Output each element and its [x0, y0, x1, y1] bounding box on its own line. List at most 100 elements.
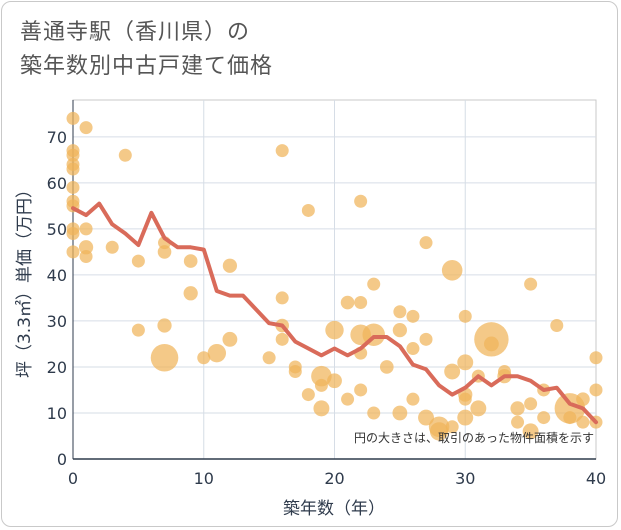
bubble-point: [301, 388, 315, 402]
chart-title-line-2: 築年数別中古戸建て価格: [20, 54, 274, 79]
bubble-point: [367, 277, 381, 291]
bubble-point: [275, 144, 289, 158]
bubble-point: [576, 392, 590, 406]
bubble-point: [418, 409, 434, 426]
bubble-point: [406, 309, 420, 323]
y-tick-label: 60: [47, 174, 67, 193]
x-tick-label: 10: [194, 469, 214, 488]
bubble-point: [325, 320, 344, 340]
bubble-point: [354, 194, 368, 208]
bubble-point: [511, 415, 525, 429]
bubble-point: [131, 254, 145, 268]
bubble-point: [393, 305, 407, 319]
bubble-point: [379, 360, 394, 374]
bubble-point: [457, 354, 474, 371]
bubble-point: [444, 363, 461, 380]
bubble-point: [222, 258, 238, 273]
bubble-point: [483, 336, 499, 352]
bubble-point: [207, 343, 227, 363]
bubble-point: [66, 180, 80, 194]
bubble-point: [392, 405, 408, 421]
bubble-point: [105, 240, 119, 254]
bubble-point: [367, 406, 381, 420]
bubble-point: [445, 420, 459, 434]
bubble-point: [275, 332, 289, 346]
bubble-point: [197, 351, 211, 365]
bubble-point: [66, 162, 80, 176]
bubble-point: [79, 249, 93, 263]
bubble-point: [510, 401, 525, 416]
bubble-point: [118, 148, 132, 162]
bubble-point: [314, 378, 328, 392]
chart-title: 善通寺駅（香川県）の 築年数別中古戸建て価格: [20, 16, 273, 84]
bubble-point: [131, 323, 145, 337]
bubble-point: [576, 415, 590, 429]
bubble-point: [313, 400, 330, 417]
y-tick-label: 50: [47, 220, 67, 239]
x-tick-label: 20: [324, 469, 344, 488]
bubble-point: [563, 411, 577, 425]
x-axis-title: 築年数（年）: [283, 499, 385, 519]
trend-line: [71, 201, 598, 425]
x-tick-label: 0: [68, 469, 78, 488]
bubble-point: [66, 148, 80, 162]
axis-ticks: 0 10 20 30 40 0 10 20 30 40 50 60 70: [47, 128, 607, 488]
bubble-point: [429, 422, 449, 441]
bubble-point: [340, 295, 355, 310]
bubble-point: [419, 332, 433, 346]
bubble-point: [66, 226, 80, 240]
bubble-point: [79, 121, 93, 135]
bubble-point: [66, 245, 80, 259]
bubble-point: [524, 277, 538, 291]
y-tick-label: 20: [47, 358, 67, 377]
bubble-point: [457, 409, 474, 426]
bubble-point: [470, 400, 487, 417]
bubble-point: [589, 351, 603, 365]
bubble-point: [458, 392, 472, 406]
bubble-point: [458, 309, 472, 323]
chart-title-line-1: 善通寺駅（香川県）の: [20, 20, 251, 45]
bubble-point: [350, 324, 371, 346]
bubble-point: [262, 351, 276, 365]
bubble-point: [589, 383, 603, 397]
bubble-point: [275, 291, 289, 305]
bubble-point: [157, 245, 172, 259]
bubble-point: [66, 111, 80, 125]
x-tick-label: 40: [586, 469, 606, 488]
bubble-point: [441, 260, 463, 281]
bubble-point: [183, 286, 198, 301]
bubble-point: [406, 392, 420, 406]
bubble-point: [354, 296, 368, 310]
bubble-point: [419, 236, 433, 250]
trend-series: [71, 201, 598, 425]
bubble-point: [341, 392, 355, 406]
bubble-series: [66, 111, 603, 441]
bubble-point: [183, 254, 198, 268]
y-tick-label: 0: [57, 450, 67, 469]
bubble-point: [406, 342, 420, 356]
y-axis-title: 坪（3.3㎡）単価（万円）: [15, 181, 35, 378]
bubble-point: [150, 343, 179, 372]
bubble-point: [78, 240, 94, 255]
bubble-point: [288, 365, 302, 379]
y-tick-label: 40: [47, 266, 67, 285]
x-tick-label: 30: [455, 469, 475, 488]
bubble-point: [537, 411, 551, 425]
bubble-point: [354, 383, 368, 397]
bubble-point: [79, 222, 93, 236]
size-legend-note: 円の大きさは、取引のあった物件面積を示す: [354, 430, 594, 445]
y-tick-label: 30: [47, 312, 67, 331]
bubble-point: [301, 203, 315, 217]
bubble-point: [327, 373, 342, 389]
bubble-point: [550, 319, 564, 333]
bubble-point: [392, 323, 407, 338]
bubble-point: [524, 397, 538, 411]
bubble-point: [311, 365, 332, 387]
y-tick-label: 70: [47, 128, 67, 147]
bubble-point: [522, 423, 539, 440]
bubble-point: [157, 318, 172, 333]
bubble-point: [222, 331, 238, 347]
y-tick-label: 10: [47, 404, 67, 423]
